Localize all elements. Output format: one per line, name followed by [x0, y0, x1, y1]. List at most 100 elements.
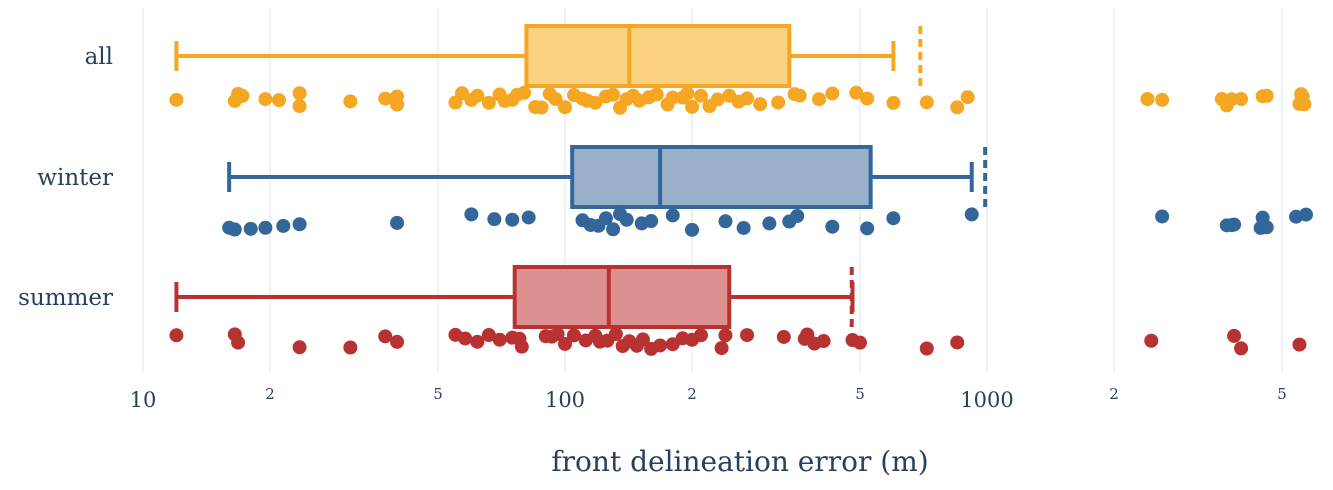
x-tick-label: 5 [855, 385, 865, 403]
data-point [470, 88, 485, 103]
data-point [740, 91, 755, 106]
data-point [950, 335, 965, 350]
data-point [816, 334, 831, 349]
series-all [169, 24, 1312, 115]
data-point [292, 86, 307, 101]
data-point [608, 327, 623, 342]
data-point [598, 211, 613, 226]
category-label: winter [37, 165, 113, 191]
data-point [771, 95, 786, 110]
data-point [558, 336, 573, 351]
data-point [653, 338, 668, 353]
data-point [378, 329, 393, 344]
data-point [258, 220, 273, 235]
data-point [1234, 92, 1249, 107]
data-point [292, 99, 307, 114]
x-tick-label: 5 [433, 385, 443, 403]
data-point [231, 335, 246, 350]
data-point [470, 334, 485, 349]
data-point [776, 329, 791, 344]
box-iqr [524, 24, 792, 88]
data-point [619, 212, 634, 227]
data-point [792, 88, 807, 103]
data-point [276, 218, 291, 233]
data-point [534, 100, 549, 115]
category-label: summer [18, 285, 113, 311]
data-point [718, 328, 733, 343]
data-point [548, 92, 563, 107]
data-point [1259, 220, 1274, 235]
data-point [169, 328, 184, 343]
data-point [680, 86, 695, 101]
data-point [964, 207, 979, 222]
data-point [169, 92, 184, 107]
data-point [852, 335, 867, 350]
category-labels: all winter summer [18, 44, 113, 311]
data-point [960, 90, 975, 105]
data-point [481, 95, 496, 110]
data-point [292, 217, 307, 232]
data-point [1227, 328, 1242, 343]
data-point [481, 328, 496, 343]
data-point [378, 91, 393, 106]
data-point [718, 214, 733, 229]
data-point [665, 90, 680, 105]
data-point [514, 339, 529, 354]
data-point [1155, 92, 1170, 107]
series-summer [169, 265, 1307, 356]
data-point [825, 219, 840, 234]
data-point [1155, 209, 1170, 224]
category-label: all [85, 44, 113, 70]
data-point [812, 92, 827, 107]
data-point [710, 92, 725, 107]
data-point [693, 328, 708, 343]
data-point [227, 222, 242, 237]
data-point [762, 216, 777, 231]
data-point [492, 332, 507, 347]
data-point [919, 341, 934, 356]
data-point [235, 88, 250, 103]
data-point [558, 100, 573, 115]
data-point [649, 87, 664, 102]
data-point [258, 92, 273, 107]
data-point [588, 95, 603, 110]
data-point [1297, 97, 1312, 112]
data-point [1292, 337, 1307, 352]
box-series [169, 24, 1313, 356]
data-point [343, 340, 358, 355]
data-point [487, 212, 502, 227]
data-point [606, 87, 621, 102]
data-point [886, 211, 901, 226]
x-axis-title: front delineation error (m) [551, 445, 928, 478]
box-iqr [570, 145, 873, 209]
data-point [1234, 341, 1249, 356]
data-point [685, 99, 700, 114]
data-point [243, 221, 258, 236]
data-point [458, 331, 473, 346]
data-point [464, 207, 479, 222]
data-point [271, 93, 286, 108]
x-tick-label: 1000 [960, 388, 1013, 412]
series-winter [222, 145, 1313, 237]
data-point [886, 95, 901, 110]
data-point [521, 210, 536, 225]
data-point [1144, 333, 1159, 348]
data-point [665, 208, 680, 223]
data-point [390, 215, 405, 230]
data-point [693, 88, 708, 103]
data-point [390, 97, 405, 112]
data-point [740, 328, 755, 343]
data-point [606, 222, 621, 237]
x-tick-label: 2 [265, 385, 275, 403]
data-point [736, 220, 751, 235]
data-point [919, 95, 934, 110]
data-point [1227, 217, 1242, 232]
data-point [685, 222, 700, 237]
data-point [635, 332, 650, 347]
data-point [390, 334, 405, 349]
data-point [790, 209, 805, 224]
x-tick-label: 5 [1277, 385, 1287, 403]
data-point [566, 328, 581, 343]
box-iqr [512, 265, 732, 329]
